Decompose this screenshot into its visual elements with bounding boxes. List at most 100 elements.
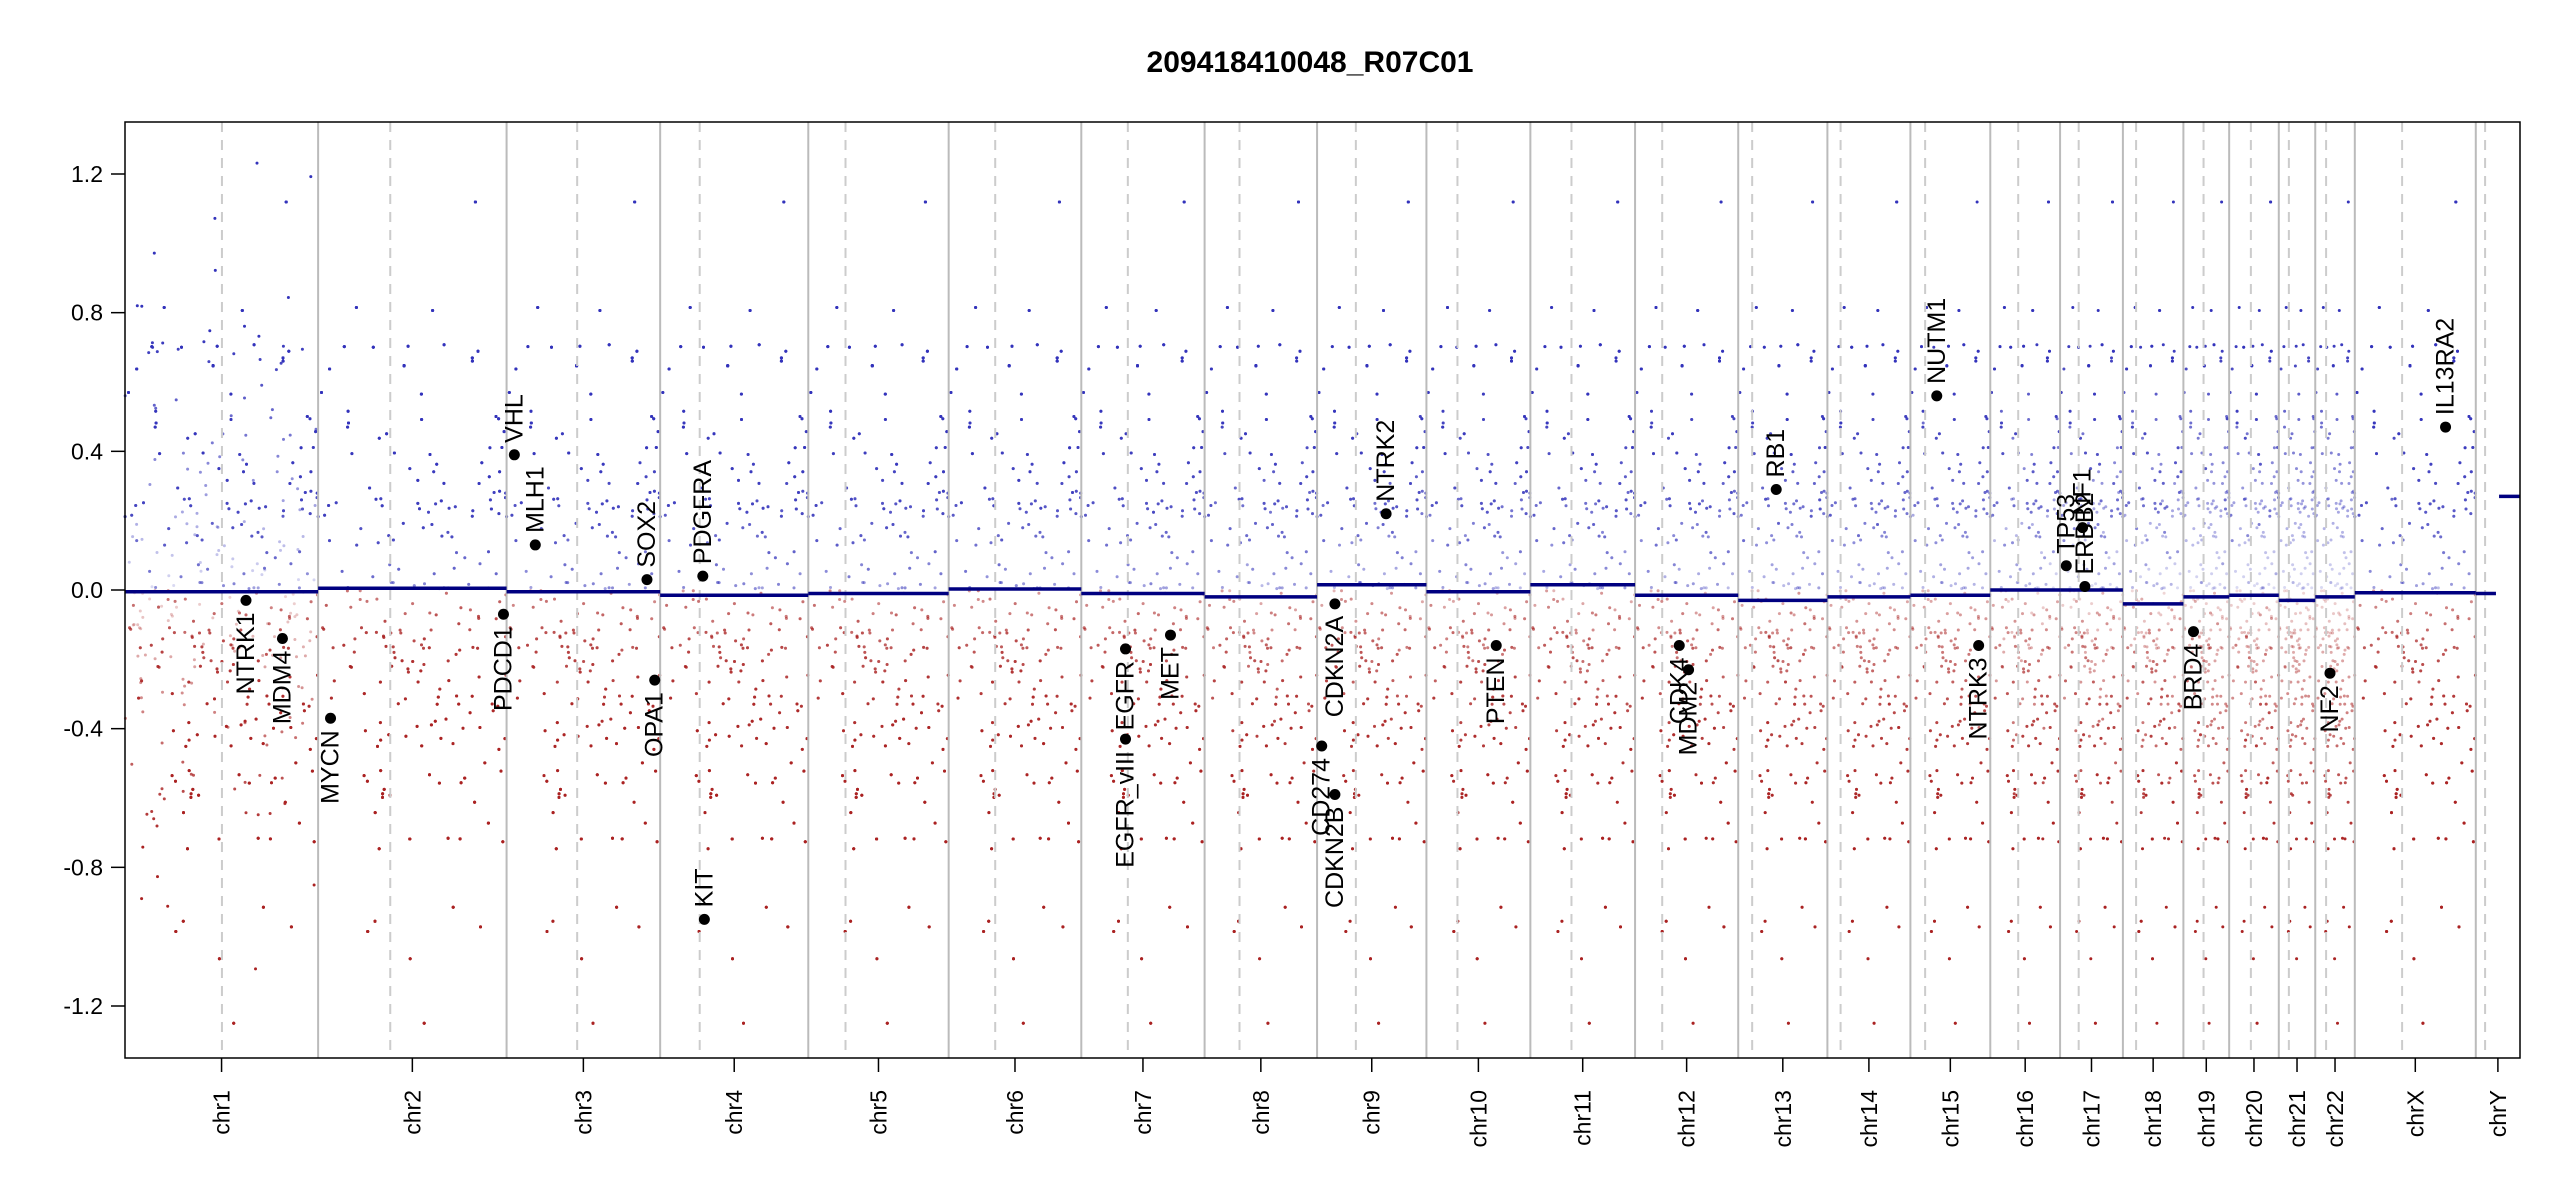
probe-point <box>379 738 383 742</box>
probe-point <box>288 675 292 679</box>
probe-point <box>252 586 256 590</box>
probe-point <box>204 484 208 487</box>
probe-point <box>991 497 995 501</box>
probe-point <box>258 773 262 777</box>
probe-point <box>487 475 491 479</box>
probe-point <box>383 619 387 623</box>
probe-point <box>278 628 282 632</box>
probe-point <box>784 646 787 650</box>
probe-point <box>264 652 268 656</box>
probe-point <box>187 721 191 725</box>
probe-point <box>801 489 805 493</box>
probe-point <box>301 702 305 706</box>
probe-point <box>794 498 798 502</box>
probe-point <box>811 627 814 631</box>
probe-points <box>123 161 2477 1025</box>
probe-point <box>781 800 785 804</box>
probe-point <box>557 504 561 508</box>
probe-point <box>766 505 770 509</box>
probe-point <box>780 509 784 513</box>
probe-point <box>163 543 167 547</box>
probe-point <box>207 360 211 364</box>
probe-point <box>573 659 577 663</box>
probe-point <box>215 667 219 671</box>
probe-point <box>198 631 201 635</box>
probe-point <box>150 585 154 589</box>
probe-point <box>428 453 432 456</box>
probe-point <box>281 694 285 698</box>
probe-point <box>130 513 134 517</box>
probe-point <box>256 530 260 534</box>
probe-point <box>787 461 791 465</box>
probe-point <box>300 498 303 502</box>
probe-point <box>297 685 301 688</box>
probe-point <box>678 643 682 647</box>
probe-point <box>895 462 899 466</box>
probe-point <box>232 637 236 641</box>
probe-point <box>297 586 301 590</box>
probe-point <box>255 562 259 566</box>
probe-point <box>300 498 303 502</box>
probe-point <box>192 658 196 662</box>
probe-point <box>1008 612 1012 616</box>
probe-point <box>288 616 292 620</box>
probe-point <box>143 653 147 657</box>
probe-point <box>241 458 245 462</box>
probe-point <box>278 628 282 632</box>
probe-point <box>760 530 764 534</box>
probe-point <box>128 626 132 630</box>
probe-point <box>981 599 985 603</box>
probe-point <box>221 639 225 643</box>
probe-point <box>305 415 309 418</box>
probe-point <box>201 650 205 654</box>
probe-point <box>471 509 475 513</box>
probe-point <box>596 611 600 615</box>
probe-point <box>140 537 144 541</box>
probe-point <box>215 553 219 557</box>
probe-point <box>286 620 290 624</box>
probe-point <box>295 613 299 617</box>
probe-point <box>777 582 780 586</box>
probe-point <box>422 663 426 666</box>
probe-point <box>615 742 618 746</box>
probe-point <box>166 598 170 601</box>
probe-point <box>289 611 293 615</box>
probe-point <box>195 525 199 529</box>
probe-point <box>623 726 627 730</box>
probe-point <box>182 811 185 815</box>
probe-point <box>404 734 408 738</box>
probe-point <box>447 679 451 683</box>
probe-point <box>747 628 751 632</box>
probe-point <box>891 723 895 727</box>
probe-point <box>231 663 235 666</box>
probe-point <box>421 526 425 530</box>
probe-point <box>137 696 141 700</box>
probe-point <box>869 659 873 663</box>
probe-point <box>1061 562 1065 566</box>
probe-point <box>286 646 290 650</box>
probe-point <box>267 622 271 626</box>
probe-point <box>142 501 145 505</box>
probe-point <box>324 603 328 607</box>
probe-point <box>428 611 432 615</box>
probe-point <box>156 665 160 668</box>
probe-point <box>243 502 247 506</box>
probe-point <box>198 561 202 564</box>
probe-point <box>835 543 839 547</box>
probe-point <box>240 309 244 312</box>
probe-point <box>183 597 187 601</box>
probe-point <box>973 637 977 641</box>
probe-point <box>535 637 539 641</box>
probe-point <box>1029 502 1033 506</box>
probe-point <box>532 452 536 456</box>
probe-point <box>852 847 856 851</box>
probe-point <box>435 462 439 466</box>
probe-point <box>309 630 313 634</box>
probe-point <box>342 345 346 349</box>
probe-point <box>157 605 160 609</box>
probe-point <box>354 306 358 309</box>
probe-point <box>249 736 253 740</box>
probe-point <box>681 425 685 429</box>
probe-point <box>244 433 248 437</box>
probe-point <box>229 643 233 647</box>
